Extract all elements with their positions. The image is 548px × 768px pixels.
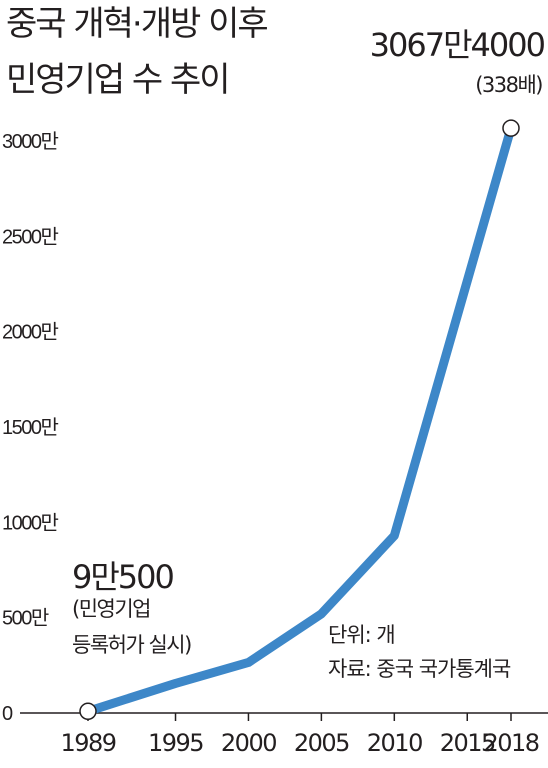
start-note-line-2: 등록허가 실시) — [72, 633, 191, 657]
y-tick-label: 2000만 — [2, 321, 58, 344]
end-point-marker — [502, 119, 520, 137]
y-tick-label: 2500만 — [2, 225, 58, 248]
x-tick-label: 2018 — [483, 729, 538, 757]
x-tick-label: 2015 — [440, 729, 495, 757]
y-axis-tick-labels: 0 500만 1000만 1500만 2000만 2500만 3000만 — [2, 130, 60, 725]
start-value-label: 9만500 — [72, 558, 174, 596]
unit-note: 단위: 개 — [328, 623, 395, 647]
y-tick-label: 3000만 — [2, 130, 58, 153]
chart-title-line-1: 중국 개혁·개방 이후 — [6, 4, 269, 44]
chart-title-line-2: 민영기업 수 추이 — [6, 60, 231, 100]
x-tick-label: 1989 — [60, 729, 115, 757]
source-note: 자료: 중국 국가통계국 — [328, 657, 511, 681]
start-note-line-1: (민영기업 — [72, 597, 150, 621]
y-tick-label: 500만 — [2, 607, 49, 630]
x-tick-label: 2005 — [294, 729, 349, 757]
end-value-label: 3067만4000 — [370, 26, 545, 64]
start-point-marker — [79, 702, 97, 721]
x-tick-label: 2010 — [367, 729, 422, 757]
y-tick-label: 1500만 — [2, 416, 58, 439]
y-tick-label: 1000만 — [2, 511, 58, 534]
x-tick-label: 2000 — [221, 729, 276, 757]
y-tick-label: 0 — [2, 703, 13, 725]
x-tick-label: 1995 — [148, 729, 203, 757]
end-note: (338배) — [475, 73, 542, 97]
series-line — [83, 123, 516, 716]
